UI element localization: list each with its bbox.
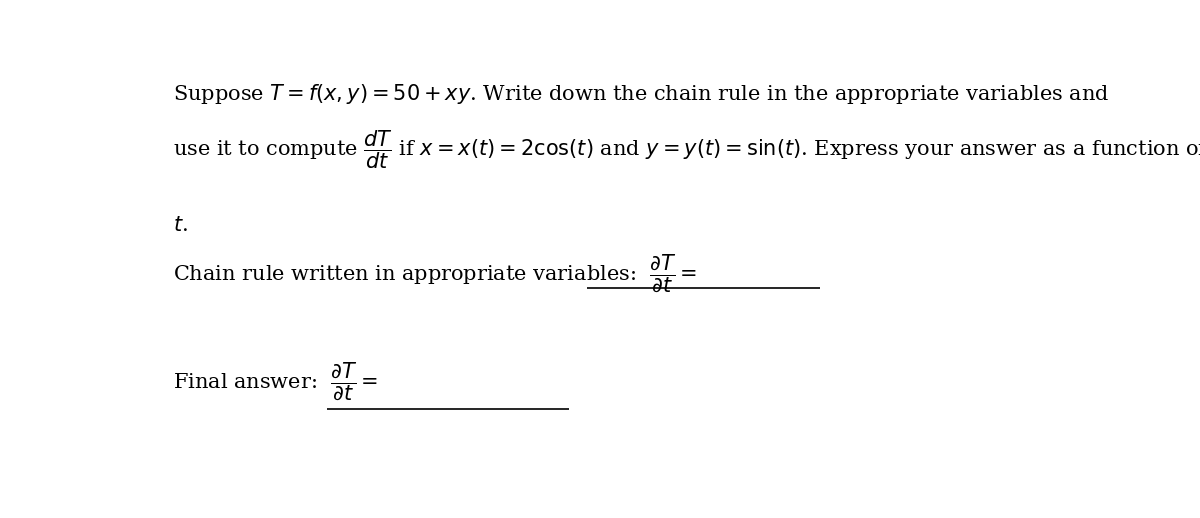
Text: Chain rule written in appropriate variables:  $\dfrac{\partial T}{\partial t}=$: Chain rule written in appropriate variab… [173,253,697,294]
Text: use it to compute $\dfrac{dT}{dt}$ if $x = x(t) = 2\cos(t)$ and $y = y(t) = \sin: use it to compute $\dfrac{dT}{dt}$ if $x… [173,128,1200,171]
Text: $t$.: $t$. [173,215,188,235]
Text: Final answer:  $\dfrac{\partial T}{\partial t}=$: Final answer: $\dfrac{\partial T}{\parti… [173,361,378,402]
Text: Suppose $T = f(x, y) = 50 + xy$. Write down the chain rule in the appropriate va: Suppose $T = f(x, y) = 50 + xy$. Write d… [173,82,1110,106]
